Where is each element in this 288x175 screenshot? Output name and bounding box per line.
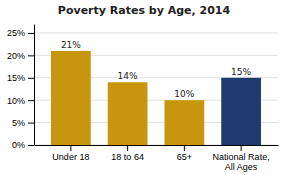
data-label: 14% (118, 71, 138, 81)
x-tick-label: Under 18 (52, 152, 89, 162)
y-axis-line (34, 25, 35, 146)
bar (108, 82, 148, 145)
y-tick-mark (28, 100, 34, 101)
x-tick-label-line: 18 to 64 (111, 152, 144, 162)
chart-svg: Poverty Rates by Age, 2014 0% 5% 10% 15% 20% 2… (0, 0, 288, 175)
x-tick: Under 18 (52, 145, 89, 162)
y-tick-label: 20% (7, 51, 25, 61)
y-tick-label: 5% (12, 118, 25, 128)
x-tick: 65+ (177, 145, 192, 162)
x-tick: National Rate,All Ages (213, 145, 270, 172)
y-tick-label: 10% (7, 96, 25, 106)
x-tick-label: 18 to 64 (111, 152, 144, 162)
bar (221, 78, 261, 145)
y-axis: 0% 5% 10% 15% 20% 25% (7, 25, 35, 151)
x-tick-mark (241, 145, 242, 151)
x-tick-label: National Rate,All Ages (213, 152, 270, 172)
x-axis: Under 18 18 to 64 65+ National Rate,All Age… (35, 145, 279, 172)
y-tick: 5% (12, 118, 34, 128)
data-labels: 21% 14% 10% 15% (61, 40, 252, 99)
y-tick-label: 0% (12, 140, 25, 150)
x-tick-label-line: Under 18 (52, 152, 89, 162)
x-tick-mark (184, 145, 185, 151)
bars (51, 51, 261, 145)
y-tick-mark (28, 33, 34, 34)
x-tick-mark (127, 145, 128, 151)
x-tick: 18 to 64 (111, 145, 144, 162)
y-tick-mark (28, 145, 34, 146)
x-tick-label-line: National Rate, (213, 152, 270, 162)
bar (165, 100, 205, 145)
y-tick: 10% (7, 96, 34, 106)
chart-title: Poverty Rates by Age, 2014 (58, 4, 231, 17)
y-tick-mark (28, 123, 34, 124)
x-tick-label-line: 65+ (177, 152, 192, 162)
x-tick-mark (70, 145, 71, 151)
y-tick: 25% (7, 28, 34, 38)
y-tick-label: 15% (7, 73, 25, 83)
y-tick: 0% (12, 140, 34, 150)
bar (51, 51, 91, 145)
y-tick: 15% (7, 73, 34, 83)
y-tick-label: 25% (7, 28, 25, 38)
grid-line (34, 32, 278, 33)
y-tick: 20% (7, 51, 34, 61)
plot-area: 0% 5% 10% 15% 20% 25% Under 18 18 to 64 65+ Natio… (7, 25, 279, 173)
data-label: 15% (231, 67, 251, 77)
x-tick-label-line: All Ages (225, 162, 258, 172)
y-tick-mark (28, 55, 34, 56)
x-tick-label: 65+ (177, 152, 192, 162)
y-tick-mark (28, 78, 34, 79)
grid (34, 33, 278, 145)
data-label: 10% (174, 89, 194, 99)
chart-container: Poverty Rates by Age, 2014 0% 5% 10% 15% 20% 2… (0, 0, 288, 175)
data-label: 21% (61, 40, 81, 50)
